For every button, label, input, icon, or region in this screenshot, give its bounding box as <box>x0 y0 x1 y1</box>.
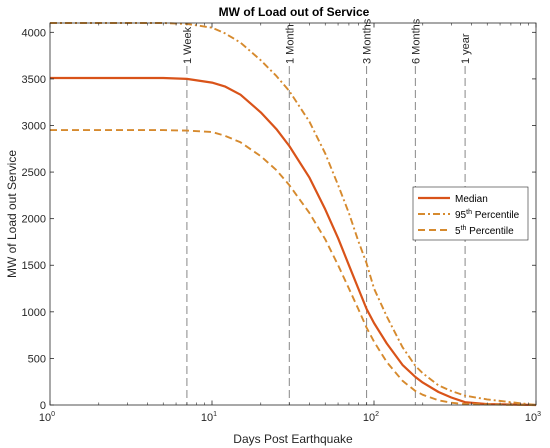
y-axis-ticks: 0 500 1000 1500 2000 2500 3000 3500 4000 <box>22 27 536 412</box>
series-line <box>50 129 537 406</box>
y-tick-label: 4000 <box>22 27 46 39</box>
x-tick-exponent: 1 <box>213 411 217 418</box>
legend-box <box>412 186 529 241</box>
y-tick-label: 3000 <box>22 120 46 132</box>
x-tick-label: 102 <box>363 411 379 424</box>
x-tick-label: 103 <box>525 411 541 424</box>
marker-label: 1 Month <box>284 24 296 64</box>
legend-rest: Percentile <box>472 210 520 221</box>
x-tick-label: 101 <box>201 411 217 424</box>
x-tick-label: 100 <box>39 411 55 424</box>
plot-frame <box>49 22 537 406</box>
legend-sup: th <box>466 209 472 216</box>
marker-label: 6 Months <box>410 18 422 64</box>
y-tick-label: 2500 <box>22 167 46 179</box>
marker-label: 3 Months <box>362 18 374 64</box>
y-tick-label: 500 <box>28 353 46 365</box>
legend-label: 5th Percentile <box>455 225 514 237</box>
x-axis-label: Days Post Earthquake <box>233 432 353 446</box>
legend: Median 95th Percentile 5th Percentile <box>412 186 529 241</box>
y-tick-label: 0 <box>40 400 46 412</box>
x-tick-exponent: 0 <box>51 411 55 418</box>
legend-label: Median <box>455 194 488 205</box>
marker-label: 1 Week <box>182 26 194 64</box>
y-tick-label: 2000 <box>22 214 46 226</box>
legend-rest: Percentile <box>466 226 514 237</box>
y-tick-label: 1500 <box>22 260 46 272</box>
chart-title: MW of Load out of Service <box>219 5 370 19</box>
series-line <box>50 76 537 407</box>
legend-label: 95th Percentile <box>455 209 520 221</box>
legend-sup: th <box>461 225 467 232</box>
y-tick-label: 3500 <box>22 74 46 86</box>
series-line <box>50 22 537 406</box>
x-axis-ticks: 100 101 102 103 <box>39 23 541 424</box>
series-group <box>50 22 537 407</box>
marker-label: 1 year <box>460 33 472 64</box>
x-tick-exponent: 2 <box>375 411 379 418</box>
legend-items: Median 95th Percentile 5th Percentile <box>418 194 520 237</box>
y-axis-label: MW of Load out Service <box>5 150 19 278</box>
y-tick-label: 1000 <box>22 307 46 319</box>
x-tick-exponent: 3 <box>537 411 541 418</box>
